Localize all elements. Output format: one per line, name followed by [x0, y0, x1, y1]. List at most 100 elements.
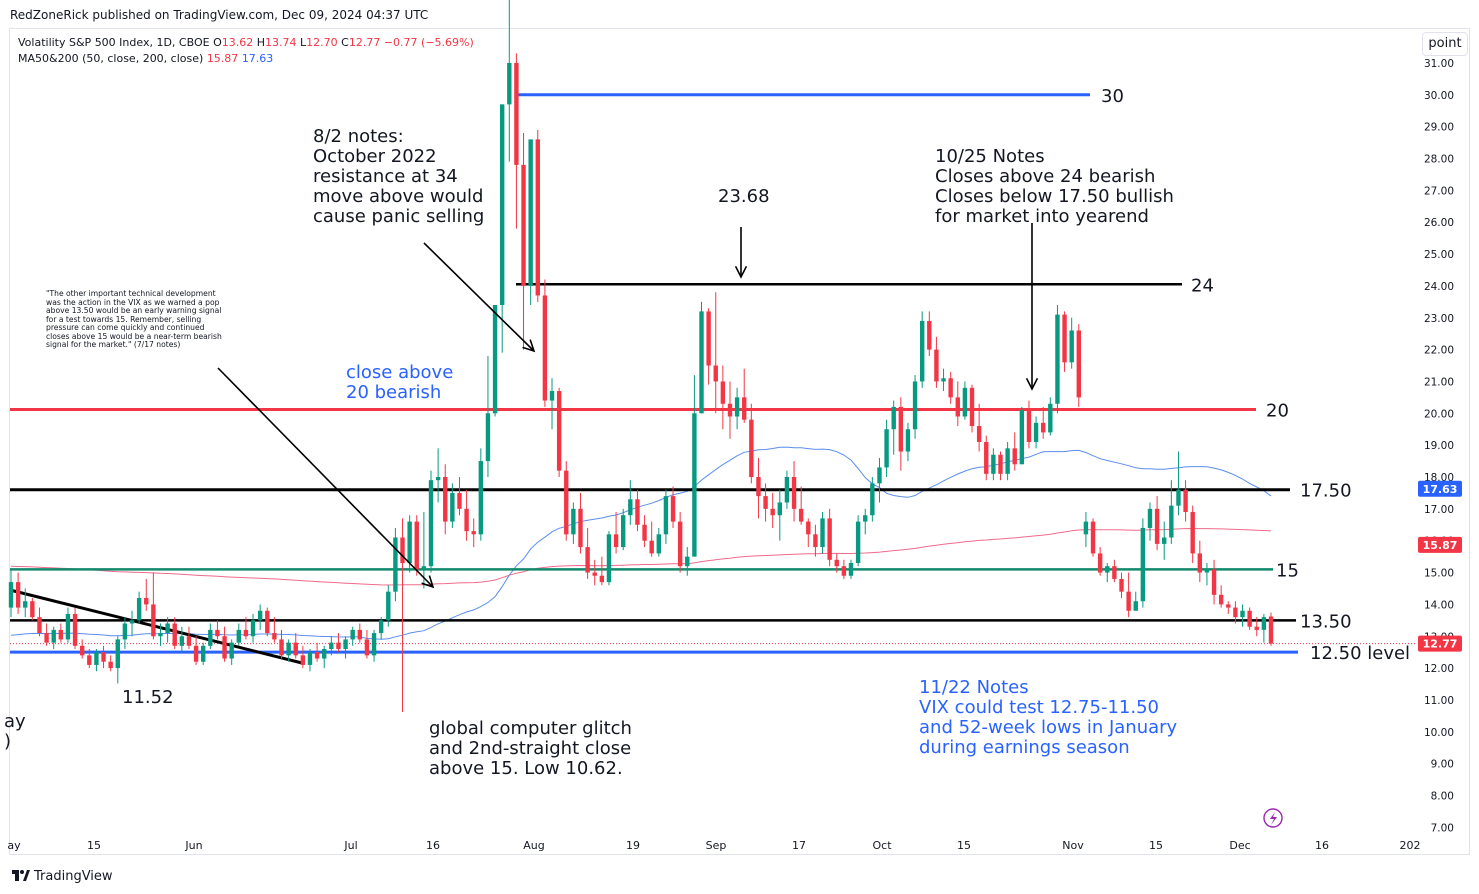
candle[interactable]: [642, 515, 647, 548]
candle[interactable]: [122, 617, 128, 649]
candle[interactable]: [1140, 518, 1146, 608]
candle[interactable]: [898, 397, 904, 471]
candle[interactable]: [1197, 540, 1203, 583]
candle[interactable]: [969, 384, 975, 433]
candle[interactable]: [1105, 562, 1110, 583]
candle[interactable]: [1062, 311, 1067, 372]
candle[interactable]: [1005, 441, 1010, 481]
candle[interactable]: [663, 489, 669, 544]
candle[interactable]: [984, 435, 989, 481]
candle[interactable]: [108, 655, 113, 672]
candle[interactable]: [1162, 521, 1167, 560]
candle[interactable]: [336, 633, 341, 653]
candle[interactable]: [606, 531, 612, 586]
candle[interactable]: [115, 636, 120, 684]
candle[interactable]: [806, 518, 811, 548]
candle[interactable]: [172, 617, 177, 649]
candle[interactable]: [1211, 559, 1217, 605]
candle[interactable]: [250, 613, 256, 643]
candle[interactable]: [87, 648, 92, 669]
candle[interactable]: [1183, 480, 1188, 522]
candle[interactable]: [79, 639, 85, 659]
candle[interactable]: [136, 591, 142, 624]
candle[interactable]: [1254, 617, 1259, 637]
trend-line[interactable]: [9, 588, 303, 665]
candle[interactable]: [293, 633, 298, 659]
candle[interactable]: [314, 642, 320, 662]
candle[interactable]: [706, 308, 711, 385]
candle[interactable]: [820, 512, 825, 554]
candle[interactable]: [144, 578, 149, 611]
candle[interactable]: [1154, 496, 1160, 551]
candle[interactable]: [485, 355, 491, 477]
legend-symbol[interactable]: Volatility S&P 500 Index, 1D, CBOE: [18, 36, 210, 49]
candle[interactable]: [94, 648, 99, 672]
candle[interactable]: [8, 569, 14, 618]
candle[interactable]: [649, 521, 654, 557]
candle[interactable]: [435, 448, 441, 503]
candle[interactable]: [322, 645, 327, 669]
candle[interactable]: [1147, 502, 1153, 541]
candle[interactable]: [300, 645, 306, 669]
candle[interactable]: [1204, 562, 1210, 586]
candle[interactable]: [65, 607, 71, 643]
candle[interactable]: [478, 448, 484, 541]
candle[interactable]: [386, 585, 391, 627]
candle[interactable]: [556, 387, 562, 477]
candle[interactable]: [286, 639, 291, 662]
candle[interactable]: [948, 371, 953, 404]
candle[interactable]: [1240, 604, 1245, 627]
candle[interactable]: [955, 381, 960, 427]
candle[interactable]: [535, 129, 540, 302]
candle[interactable]: [919, 311, 925, 388]
candle[interactable]: [279, 629, 284, 659]
candle[interactable]: [905, 422, 911, 462]
candle[interactable]: [1247, 607, 1252, 630]
chart-frame[interactable]: [9, 28, 1470, 855]
candle[interactable]: [1226, 601, 1231, 614]
candle[interactable]: [727, 381, 733, 439]
candle[interactable]: [37, 607, 42, 637]
candle[interactable]: [927, 311, 932, 356]
candle[interactable]: [863, 508, 868, 535]
legend-ma-study[interactable]: MA50&200 (50, close, 200, close): [18, 52, 204, 65]
candle[interactable]: [834, 553, 839, 573]
candle[interactable]: [443, 464, 448, 535]
candle[interactable]: [158, 623, 163, 646]
candle[interactable]: [257, 604, 263, 630]
candle[interactable]: [201, 642, 206, 665]
candle[interactable]: [129, 610, 135, 637]
candle[interactable]: [549, 378, 555, 430]
candle[interactable]: [1019, 406, 1025, 465]
candle[interactable]: [848, 559, 854, 579]
candle[interactable]: [243, 617, 249, 640]
candle[interactable]: [564, 461, 569, 541]
candle[interactable]: [763, 483, 768, 522]
candle[interactable]: [450, 483, 455, 528]
candle[interactable]: [656, 527, 661, 557]
chart-canvas[interactable]: 31.00 30.00 29.00 28.00 27.00 26.00 25.00 24.00…: [0, 0, 1479, 862]
candle[interactable]: [1033, 416, 1039, 449]
scale-mode-button[interactable]: point: [1422, 32, 1468, 56]
candle[interactable]: [976, 403, 982, 452]
candle[interactable]: [870, 477, 875, 522]
candle[interactable]: [592, 559, 597, 586]
candle[interactable]: [1083, 512, 1089, 548]
candle[interactable]: [208, 623, 213, 649]
candle[interactable]: [51, 626, 56, 649]
candle[interactable]: [393, 527, 398, 602]
candle[interactable]: [72, 607, 78, 649]
candle[interactable]: [186, 626, 192, 649]
lightning-icon[interactable]: [1263, 808, 1283, 828]
candle[interactable]: [1055, 305, 1060, 414]
candle[interactable]: [222, 626, 227, 662]
candle[interactable]: [692, 375, 697, 557]
candle[interactable]: [998, 451, 1003, 481]
candle[interactable]: [542, 279, 548, 407]
candle[interactable]: [578, 492, 583, 554]
candle[interactable]: [685, 547, 690, 576]
candle[interactable]: [991, 448, 996, 481]
candle[interactable]: [1268, 612, 1274, 646]
candle[interactable]: [350, 626, 355, 646]
candle[interactable]: [855, 515, 861, 567]
